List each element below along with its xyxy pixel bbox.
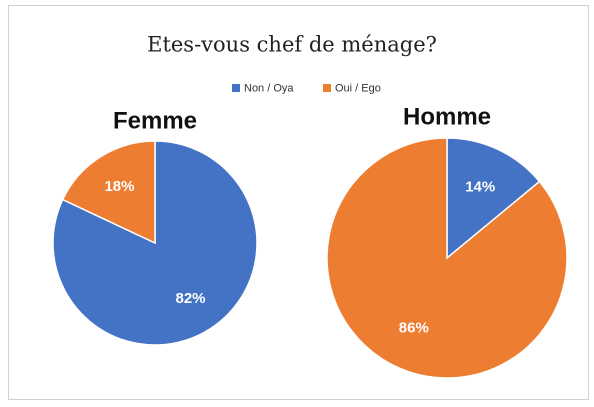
data-label: 86% [399,320,429,337]
chart-title: Etes-vous chef de ménage? [147,33,437,57]
pie-title: Homme [403,103,491,130]
legend-label: Oui / Ego [335,82,381,94]
legend-swatch [232,84,240,92]
pie-slice [61,140,156,245]
pie-title: Femme [113,107,197,134]
data-label: 18% [104,178,134,195]
data-label: 14% [465,178,495,195]
legend-label: Non / Oya [244,82,294,94]
pie-slice [446,137,541,260]
data-label: 82% [176,290,206,307]
legend-swatch [323,84,331,92]
pie-slice [326,137,568,379]
